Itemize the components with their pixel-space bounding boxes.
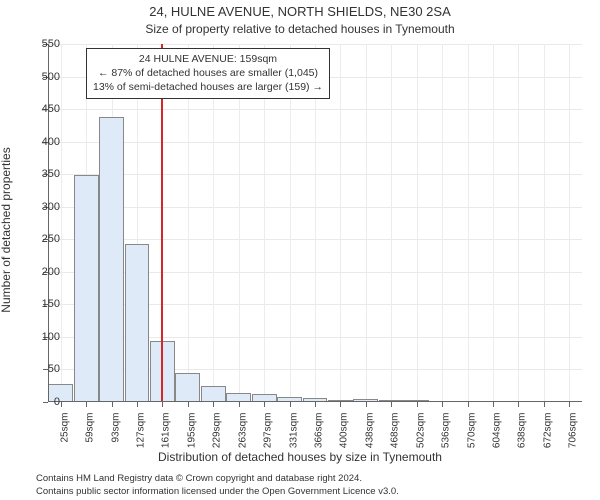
ytick-label: 450 bbox=[42, 103, 60, 115]
xtick bbox=[137, 402, 138, 407]
xtick bbox=[544, 402, 545, 407]
xtick bbox=[340, 402, 341, 407]
xtick bbox=[213, 402, 214, 407]
xtick-label: 331sqm bbox=[288, 413, 299, 449]
gridline-v bbox=[518, 44, 519, 402]
xtick-label: 604sqm bbox=[492, 413, 503, 449]
xtick bbox=[162, 402, 163, 407]
xtick-label: 366sqm bbox=[314, 413, 325, 449]
ytick-label: 550 bbox=[42, 38, 60, 50]
xtick-label: 25sqm bbox=[59, 413, 70, 443]
xtick bbox=[493, 402, 494, 407]
gridline-v bbox=[61, 44, 62, 402]
xtick-label: 229sqm bbox=[212, 413, 223, 449]
xtick-label: 438sqm bbox=[364, 413, 375, 449]
xtick bbox=[86, 402, 87, 407]
gridline-v bbox=[442, 44, 443, 402]
xtick bbox=[468, 402, 469, 407]
xtick bbox=[188, 402, 189, 407]
histogram-bar bbox=[125, 244, 150, 402]
ytick-label: 0 bbox=[54, 396, 60, 408]
gridline-v bbox=[417, 44, 418, 402]
gridline-v bbox=[569, 44, 570, 402]
gridline-v bbox=[468, 44, 469, 402]
xtick-label: 263sqm bbox=[237, 413, 248, 449]
histogram-bar bbox=[99, 117, 124, 402]
info-box-line: 24 HULNE AVENUE: 159sqm bbox=[93, 52, 323, 66]
ytick-label: 500 bbox=[42, 71, 60, 83]
x-axis-label: Distribution of detached houses by size … bbox=[0, 450, 600, 464]
info-box-line: 13% of semi-detached houses are larger (… bbox=[93, 80, 323, 94]
xtick-label: 195sqm bbox=[186, 413, 197, 449]
ytick-label: 300 bbox=[42, 201, 60, 213]
x-axis-line bbox=[48, 401, 582, 402]
xtick bbox=[391, 402, 392, 407]
ytick-label: 400 bbox=[42, 136, 60, 148]
xtick-label: 161sqm bbox=[161, 413, 172, 449]
histogram-bar bbox=[201, 386, 226, 402]
xtick bbox=[417, 402, 418, 407]
gridline-v bbox=[493, 44, 494, 402]
attribution-text: Contains HM Land Registry data © Crown c… bbox=[36, 473, 596, 498]
attribution-line2: Contains public sector information licen… bbox=[36, 486, 596, 498]
xtick bbox=[366, 402, 367, 407]
chart-subtitle: Size of property relative to detached ho… bbox=[0, 22, 600, 36]
xtick-label: 468sqm bbox=[390, 413, 401, 449]
xtick bbox=[264, 402, 265, 407]
xtick-label: 706sqm bbox=[568, 413, 579, 449]
chart-title: 24, HULNE AVENUE, NORTH SHIELDS, NE30 2S… bbox=[0, 4, 600, 19]
info-box: 24 HULNE AVENUE: 159sqm← 87% of detached… bbox=[86, 48, 330, 99]
xtick-label: 672sqm bbox=[542, 413, 553, 449]
histogram-bar bbox=[48, 384, 73, 402]
xtick-label: 297sqm bbox=[263, 413, 274, 449]
xtick bbox=[61, 402, 62, 407]
attribution-line1: Contains HM Land Registry data © Crown c… bbox=[36, 473, 596, 485]
y-axis-line bbox=[48, 44, 49, 402]
ytick-label: 100 bbox=[42, 331, 60, 343]
xtick-label: 638sqm bbox=[517, 413, 528, 449]
ytick-label: 200 bbox=[42, 266, 60, 278]
xtick bbox=[315, 402, 316, 407]
histogram-bar bbox=[175, 373, 200, 402]
xtick bbox=[239, 402, 240, 407]
xtick-label: 502sqm bbox=[415, 413, 426, 449]
xtick-label: 570sqm bbox=[466, 413, 477, 449]
plot-area: 25sqm59sqm93sqm127sqm161sqm195sqm229sqm2… bbox=[48, 44, 582, 402]
xtick-label: 536sqm bbox=[441, 413, 452, 449]
xtick-label: 93sqm bbox=[110, 413, 121, 443]
xtick bbox=[569, 402, 570, 407]
xtick bbox=[518, 402, 519, 407]
xtick bbox=[290, 402, 291, 407]
gridline-v bbox=[340, 44, 341, 402]
ytick-label: 250 bbox=[42, 233, 60, 245]
gridline-v bbox=[391, 44, 392, 402]
xtick-label: 400sqm bbox=[339, 413, 350, 449]
y-axis-label: Number of detached properties bbox=[0, 147, 13, 312]
gridline-v bbox=[544, 44, 545, 402]
xtick bbox=[112, 402, 113, 407]
ytick-label: 50 bbox=[48, 363, 60, 375]
histogram-bar bbox=[74, 175, 99, 402]
gridline-v bbox=[366, 44, 367, 402]
xtick-label: 59sqm bbox=[85, 413, 96, 443]
ytick-label: 350 bbox=[42, 168, 60, 180]
ytick bbox=[43, 402, 48, 403]
xtick-label: 127sqm bbox=[136, 413, 147, 449]
ytick-label: 150 bbox=[42, 298, 60, 310]
xtick bbox=[442, 402, 443, 407]
info-box-line: ← 87% of detached houses are smaller (1,… bbox=[93, 66, 323, 80]
